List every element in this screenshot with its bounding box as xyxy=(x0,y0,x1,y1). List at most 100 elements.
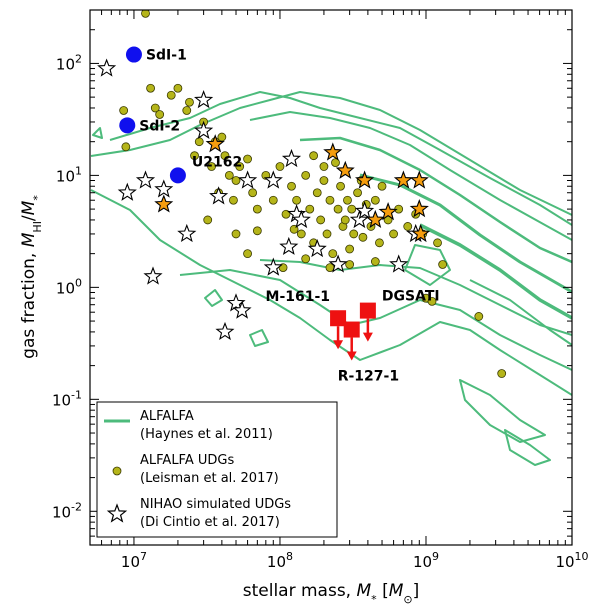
object-marker-r-127-1 xyxy=(343,321,360,338)
udg-point xyxy=(328,249,338,259)
nihao-star xyxy=(154,179,174,198)
udg-point xyxy=(301,170,311,180)
legend-entry-1-line1: ALFALFA xyxy=(140,409,194,424)
udg-point xyxy=(325,263,335,273)
udg-point xyxy=(275,162,285,171)
udg-point xyxy=(474,312,484,321)
udg-point xyxy=(229,195,238,205)
udg-point xyxy=(309,151,319,161)
object-label-m-161-1: M-161-1 xyxy=(266,289,331,305)
udg-point xyxy=(322,229,332,239)
alfalfa-contours xyxy=(90,91,572,466)
udg-point xyxy=(347,204,357,214)
udg-point xyxy=(305,204,315,214)
udg-point xyxy=(150,103,160,113)
udg-point xyxy=(243,249,252,259)
object-label-dgsati: DGSATI xyxy=(382,289,440,305)
nihao-star xyxy=(215,321,235,341)
nihao-orange-stars xyxy=(154,134,431,243)
x-tick-label: 107 xyxy=(121,550,147,571)
x-axis-label: stellar mass, M* [M⊙] xyxy=(243,581,420,606)
nihao-star xyxy=(279,236,299,255)
udg-point xyxy=(403,222,413,231)
nihao-star xyxy=(135,170,156,189)
contour-lower-2 xyxy=(179,269,572,371)
udg-point xyxy=(119,106,129,115)
udg-point xyxy=(207,162,216,171)
udg-point xyxy=(231,229,241,239)
udg-point xyxy=(146,83,155,93)
y-tick-label: 10-2 xyxy=(52,500,82,521)
udg-point xyxy=(345,244,355,254)
udg-point xyxy=(224,170,234,180)
udg-point xyxy=(231,176,241,185)
nihao-orange-star xyxy=(335,160,355,179)
nihao-orange-star xyxy=(378,202,398,221)
udg-point xyxy=(121,142,131,152)
x-tick-label: 108 xyxy=(267,550,293,571)
contour-6 xyxy=(419,223,572,320)
nihao-star xyxy=(291,209,311,229)
contour-4 xyxy=(299,136,572,264)
nihao-orange-star xyxy=(205,134,225,153)
udg-point xyxy=(268,195,278,205)
y-axis-label: gas fraction, MHI/M* xyxy=(19,195,44,359)
udg-point xyxy=(155,110,165,119)
udg-point xyxy=(349,229,359,239)
contour-3 xyxy=(249,111,572,241)
nihao-star xyxy=(177,223,197,243)
legend-entry-3-line1: NIHAO simulated UDGs xyxy=(140,497,291,512)
nihao-star xyxy=(328,254,348,273)
legend-entry-1-line2: (Haynes et al. 2011) xyxy=(140,427,273,442)
nihao-star xyxy=(97,58,117,77)
udg-point xyxy=(370,257,380,266)
udg-point xyxy=(427,296,437,306)
nihao-star xyxy=(307,238,327,258)
plot-frame xyxy=(89,9,573,546)
contour-7 xyxy=(469,279,572,346)
y-tick-label: 102 xyxy=(56,52,82,73)
nihao-orange-star xyxy=(365,209,385,229)
udg-point xyxy=(243,154,252,164)
legend: ALFALFA (Haynes et al. 2011) ALFALFA UDG… xyxy=(96,401,338,538)
udg-point xyxy=(312,188,322,198)
udg-point xyxy=(375,238,384,248)
udg-point xyxy=(497,369,507,378)
nihao-orange-star xyxy=(323,142,343,161)
udg-point xyxy=(166,90,176,100)
upper-limit-arrowhead xyxy=(346,351,357,361)
contour-lower-3 xyxy=(259,259,572,336)
nihao-star xyxy=(389,254,409,273)
udg-point xyxy=(220,151,230,161)
udg-point xyxy=(287,181,296,191)
udg-point xyxy=(389,229,398,239)
axis-ticks: 107 108 109 1010 10-2 10-1 100 101 102 xyxy=(52,9,589,571)
contour-outer xyxy=(90,91,572,216)
udg-point xyxy=(377,181,387,191)
udg-point xyxy=(248,188,258,198)
contour-fragment-1 xyxy=(92,127,103,139)
udg-point xyxy=(194,137,204,147)
nihao-star xyxy=(143,266,163,285)
object-marker-sdi-1 xyxy=(125,46,142,63)
udg-point xyxy=(343,195,352,205)
udg-point xyxy=(438,260,448,269)
nihao-star xyxy=(355,201,375,220)
object-label-sdi-1: SdI-1 xyxy=(146,48,187,64)
udg-point xyxy=(235,162,245,171)
contour-fragment-3 xyxy=(249,329,269,347)
udg-point xyxy=(292,195,302,205)
udg-point xyxy=(185,97,194,107)
object-label-u2162: U2162 xyxy=(192,154,242,170)
udg-point xyxy=(358,232,368,242)
nihao-star xyxy=(232,300,252,319)
object-label-sdi-2: SdI-2 xyxy=(139,118,180,134)
udg-point xyxy=(203,215,213,225)
udg-point xyxy=(333,204,343,214)
object-marker-u2162 xyxy=(169,167,186,184)
nihao-orange-star xyxy=(409,199,429,218)
y-tick-label: 100 xyxy=(56,276,82,297)
legend-entry-2-line1: ALFALFA UDGs xyxy=(140,453,234,468)
contour-lower-boundary xyxy=(90,189,572,396)
